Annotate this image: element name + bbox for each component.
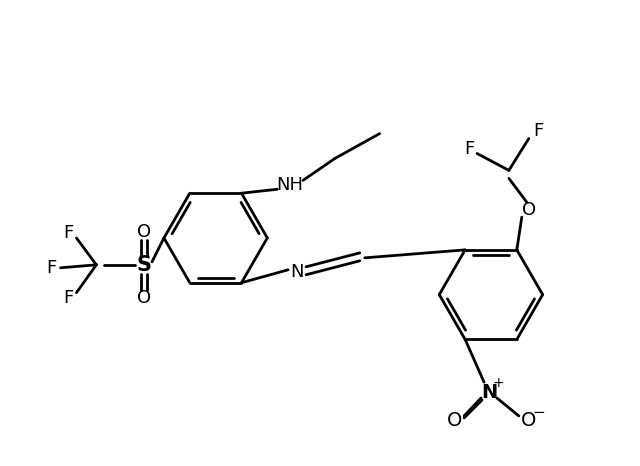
Text: O: O (521, 411, 536, 431)
Text: F: F (534, 122, 544, 140)
Text: F: F (63, 224, 74, 242)
Text: O: O (522, 201, 536, 219)
Text: N: N (291, 263, 304, 281)
Text: O: O (447, 411, 462, 431)
Text: NH: NH (276, 176, 303, 194)
Text: S: S (136, 255, 152, 275)
Text: −: − (532, 405, 545, 420)
Text: O: O (137, 288, 151, 307)
Text: F: F (464, 139, 474, 158)
Text: F: F (47, 259, 57, 277)
Text: N: N (481, 383, 497, 402)
Text: O: O (137, 223, 151, 241)
Text: F: F (63, 288, 74, 307)
Text: +: + (492, 376, 504, 390)
